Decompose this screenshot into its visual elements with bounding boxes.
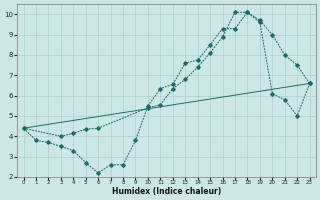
X-axis label: Humidex (Indice chaleur): Humidex (Indice chaleur) [112,187,221,196]
